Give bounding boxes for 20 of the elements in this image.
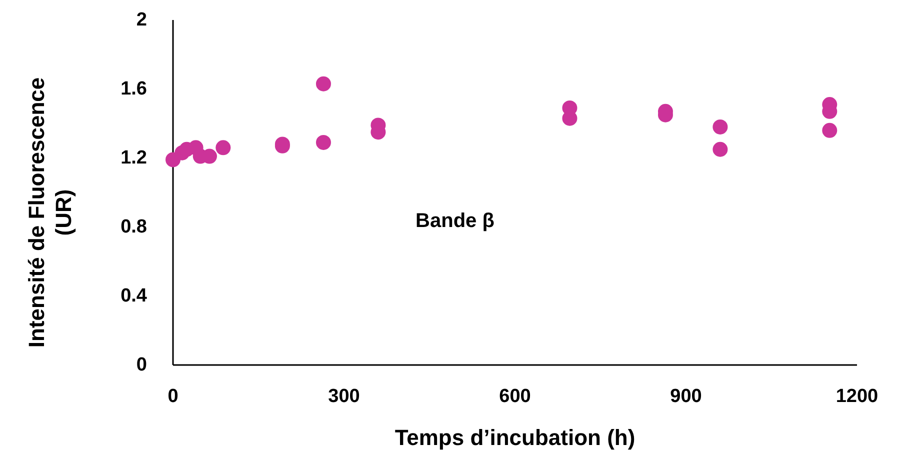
x-tick-label: 900 bbox=[670, 386, 702, 407]
y-tick-label: 0.4 bbox=[120, 286, 148, 306]
y-tick-label: 0.8 bbox=[120, 216, 147, 238]
y-tick-label: 1.2 bbox=[120, 148, 147, 168]
y-tick-label: 2 bbox=[136, 10, 147, 30]
point bbox=[822, 122, 838, 138]
x-tick-label: 300 bbox=[328, 386, 360, 407]
x-tick-label: 600 bbox=[499, 386, 531, 407]
x-tick-label: 0 bbox=[168, 386, 178, 407]
x-tick-label: 1200 bbox=[836, 386, 878, 407]
point bbox=[712, 142, 728, 157]
y-axis-title: Intensité de Fluorescence (UR) bbox=[24, 77, 76, 348]
point bbox=[712, 119, 728, 134]
point bbox=[316, 76, 331, 92]
y-tick-label: 0 bbox=[136, 354, 147, 376]
point bbox=[216, 140, 231, 156]
point bbox=[316, 134, 331, 150]
y-tick-label: 1.6 bbox=[120, 78, 147, 100]
x-axis-title: Temps d’incubation (h) bbox=[394, 425, 636, 450]
annotation: Bande β bbox=[416, 210, 494, 232]
